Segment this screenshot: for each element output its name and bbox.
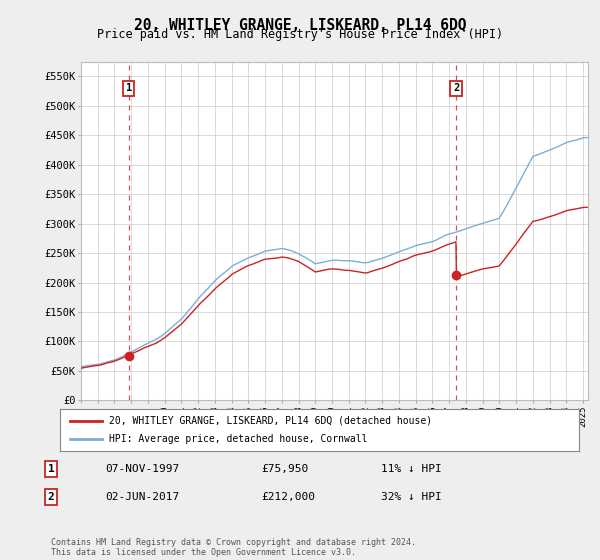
Text: 1: 1 <box>125 83 132 93</box>
Text: 07-NOV-1997: 07-NOV-1997 <box>105 464 179 474</box>
Text: 32% ↓ HPI: 32% ↓ HPI <box>381 492 442 502</box>
Text: Price paid vs. HM Land Registry's House Price Index (HPI): Price paid vs. HM Land Registry's House … <box>97 28 503 41</box>
Text: £212,000: £212,000 <box>261 492 315 502</box>
Text: £75,950: £75,950 <box>261 464 308 474</box>
Text: 02-JUN-2017: 02-JUN-2017 <box>105 492 179 502</box>
Text: 20, WHITLEY GRANGE, LISKEARD, PL14 6DQ: 20, WHITLEY GRANGE, LISKEARD, PL14 6DQ <box>134 18 466 33</box>
Text: 20, WHITLEY GRANGE, LISKEARD, PL14 6DQ (detached house): 20, WHITLEY GRANGE, LISKEARD, PL14 6DQ (… <box>109 416 433 426</box>
Text: 2: 2 <box>47 492 55 502</box>
Text: Contains HM Land Registry data © Crown copyright and database right 2024.
This d: Contains HM Land Registry data © Crown c… <box>51 538 416 557</box>
Text: HPI: Average price, detached house, Cornwall: HPI: Average price, detached house, Corn… <box>109 434 368 444</box>
Text: 1: 1 <box>47 464 55 474</box>
Text: 11% ↓ HPI: 11% ↓ HPI <box>381 464 442 474</box>
Text: 2: 2 <box>453 83 459 93</box>
